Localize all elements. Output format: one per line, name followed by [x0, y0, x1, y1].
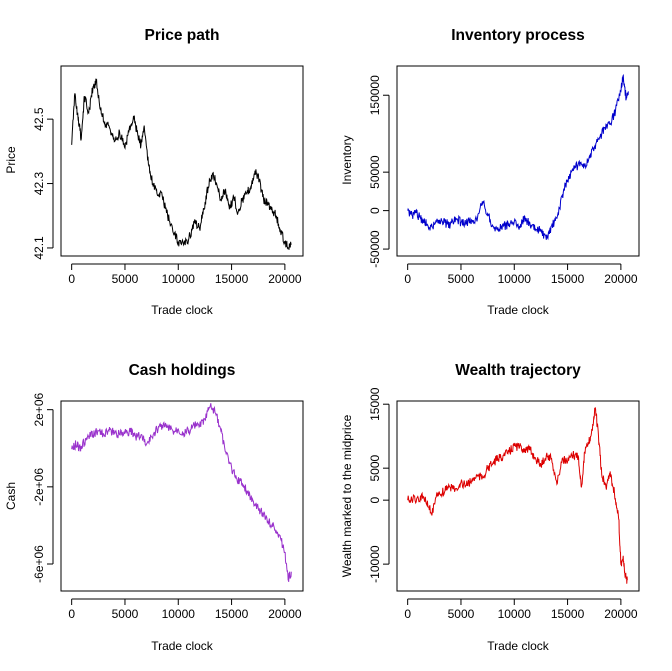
- y-tick-label: 0: [368, 207, 382, 214]
- panel-cash-holdings: Cash holdings 0 5000 10000 15000 20000 -6e+06…: [4, 362, 304, 653]
- chart-title-inventory: Inventory process: [451, 27, 585, 44]
- y-tick-label: -10000: [368, 545, 382, 583]
- x-tick-label: 15000: [215, 272, 249, 286]
- x-tick-label: 5000: [112, 607, 139, 621]
- y-tick-label: 15000: [368, 387, 382, 421]
- y-axis-label-inventory: Inventory: [340, 135, 354, 184]
- x-tick-label: 0: [68, 607, 75, 621]
- x-axis-label-wealth: Trade clock: [487, 639, 550, 653]
- chart-title-price: Price path: [145, 27, 220, 44]
- x-tick-label: 0: [68, 272, 75, 286]
- plot-frame-inventory: [396, 65, 640, 257]
- x-tick-label: 0: [404, 272, 411, 286]
- series-line-inventory: [407, 73, 629, 241]
- x-tick-label: 20000: [604, 272, 638, 286]
- x-tick-label: 20000: [268, 272, 302, 286]
- y-axis-label-wealth: Wealth marked to the midprice: [340, 414, 354, 577]
- series-line-price: [71, 78, 292, 250]
- plot-frame-cash: [60, 400, 304, 592]
- x-tick-label: 5000: [112, 272, 139, 286]
- y-tick-label: 150000: [368, 75, 382, 115]
- x-axis-label-inventory: Trade clock: [487, 303, 550, 317]
- panel-wealth-trajectory: Wealth trajectory 0 5000 10000 15000 20000 -1…: [340, 362, 640, 653]
- y-tick-label: 42.1: [32, 236, 46, 260]
- x-tick-label: 10000: [162, 272, 196, 286]
- y-axis-label-price: Price: [4, 146, 18, 174]
- x-tick-label: 20000: [604, 607, 638, 621]
- y-tick-label: -6e+06: [32, 545, 46, 583]
- x-axis-label-cash: Trade clock: [151, 639, 214, 653]
- chart-title-wealth: Wealth trajectory: [455, 362, 581, 379]
- y-axis-label-cash: Cash: [4, 482, 18, 510]
- y-tick-label: 42.3: [32, 172, 46, 196]
- plot-frame-price: [60, 65, 304, 257]
- axis-ticks-cash: 0 5000 10000 15000 20000 -6e+06 -2e+06 2e+06: [32, 393, 302, 621]
- y-tick-label: 2e+06: [32, 393, 46, 427]
- y-tick-label: -50000: [368, 230, 382, 268]
- y-tick-label: 5000: [368, 455, 382, 482]
- plot-frame-wealth: [396, 400, 640, 592]
- x-tick-label: 0: [404, 607, 411, 621]
- axis-ticks-wealth: 0 5000 10000 15000 20000 -10000 0 5000 15000: [368, 387, 638, 621]
- x-tick-label: 10000: [498, 272, 532, 286]
- axis-ticks-price: 0 5000 10000 15000 20000 42.1 42.3 42.5: [32, 107, 302, 286]
- x-tick-label: 10000: [498, 607, 532, 621]
- x-axis-label-price: Trade clock: [151, 303, 214, 317]
- x-tick-label: 5000: [448, 607, 475, 621]
- x-tick-label: 20000: [268, 607, 302, 621]
- x-tick-label: 10000: [162, 607, 196, 621]
- series-line-cash: [71, 403, 292, 582]
- x-tick-label: 15000: [551, 272, 585, 286]
- panel-price-path: Price path 0 5000 10000 15000 20000 42.1 42.3 4…: [4, 27, 304, 317]
- y-tick-label: 50000: [368, 155, 382, 189]
- y-tick-label: 42.5: [32, 107, 46, 131]
- x-tick-label: 15000: [215, 607, 249, 621]
- series-line-wealth: [407, 407, 628, 584]
- y-tick-label: -2e+06: [32, 468, 46, 506]
- x-tick-label: 5000: [448, 272, 475, 286]
- chart-title-cash: Cash holdings: [129, 362, 236, 379]
- y-tick-label: 0: [368, 497, 382, 504]
- panel-inventory-process: Inventory process 0 5000 10000 15000 20000 -5…: [340, 27, 640, 317]
- axis-ticks-inventory: 0 5000 10000 15000 20000 -50000 0 50000 150000: [368, 75, 638, 286]
- x-tick-label: 15000: [551, 607, 585, 621]
